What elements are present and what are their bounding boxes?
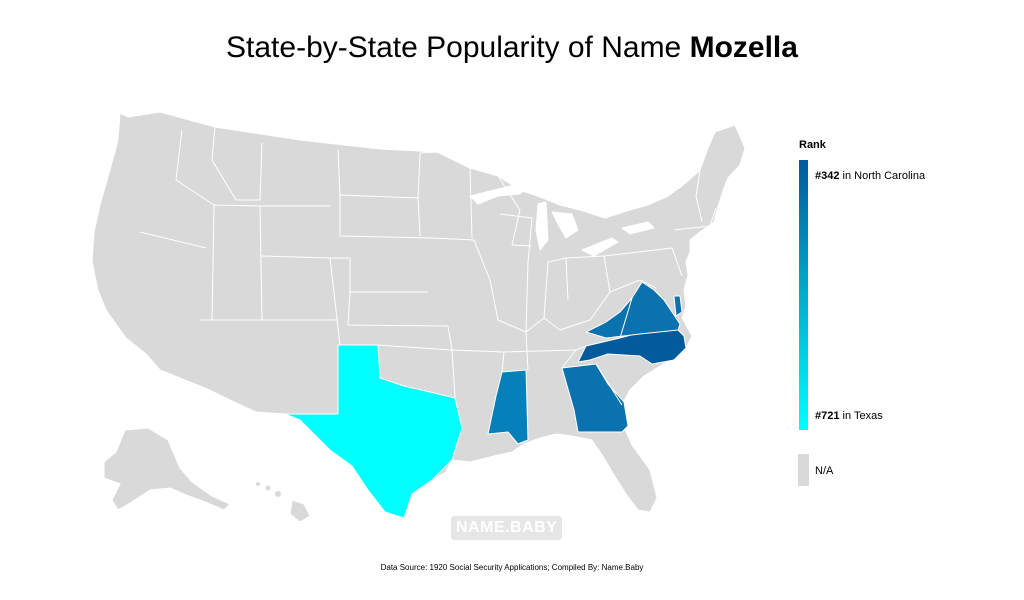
legend-top-state: in North Carolina xyxy=(839,170,926,182)
state-delaware xyxy=(673,295,683,317)
title-name: Mozella xyxy=(689,31,798,64)
legend-top-label: #342 in North Carolina xyxy=(815,170,925,182)
state-virginia xyxy=(585,281,681,339)
state-mississippi xyxy=(487,369,529,445)
state-texas xyxy=(284,344,463,519)
data-source-footer: Data Source: 1920 Social Security Applic… xyxy=(380,563,644,572)
legend-na-label: N/A xyxy=(815,465,834,477)
hawaii-shape xyxy=(256,482,311,523)
legend-heading: Rank xyxy=(799,139,826,151)
title-prefix: State-by-State Popularity of Name xyxy=(226,31,690,64)
legend-na-swatch xyxy=(798,454,809,486)
state-borders xyxy=(139,126,717,406)
legend-top-rank: #342 xyxy=(815,170,840,182)
legend-bottom-rank: #721 xyxy=(815,410,840,422)
legend-bottom-state: in Texas xyxy=(839,410,883,422)
legend-bottom-label: #721 in Texas xyxy=(815,410,883,422)
legend-gradient-bar xyxy=(799,160,808,430)
alaska-shape xyxy=(103,427,231,511)
watermark-logo: NAME.BABY xyxy=(451,516,563,540)
great-lakes xyxy=(469,183,655,257)
page-title: State-by-State Popularity of Name Mozell… xyxy=(0,28,1024,68)
